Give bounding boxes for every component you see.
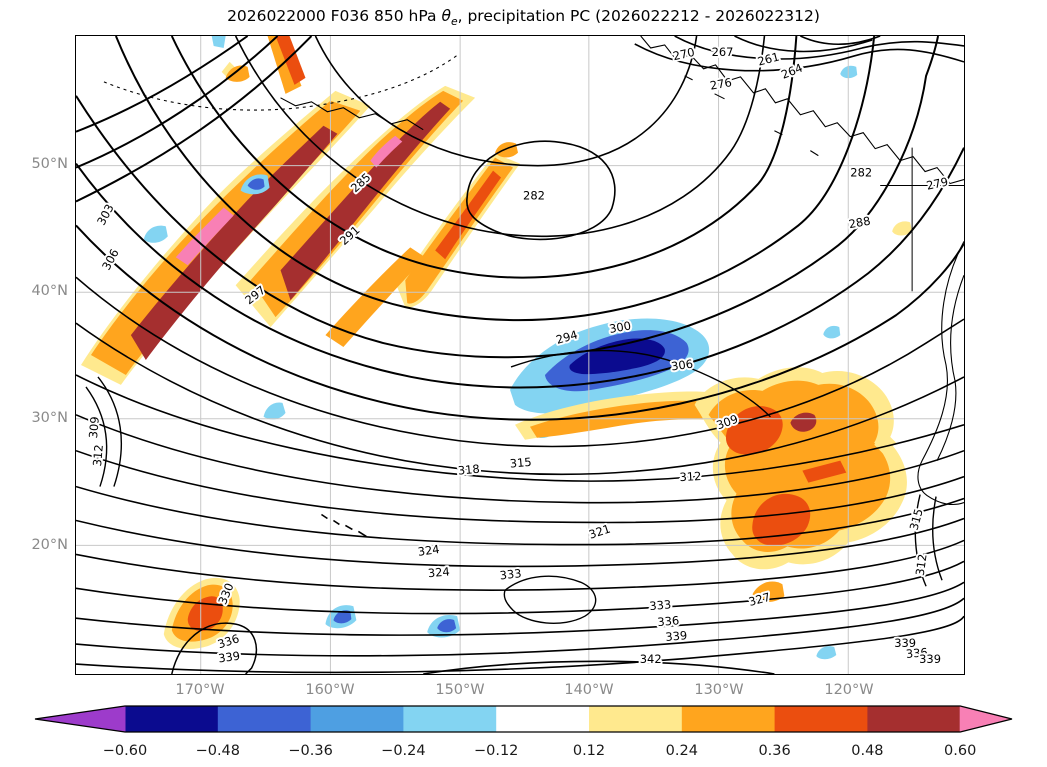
contour-label: 339	[894, 636, 916, 650]
contour-label: 300	[608, 318, 632, 336]
lon-tick-label: 140°W	[564, 682, 614, 698]
contour-label: 312	[90, 444, 106, 467]
colorbar-tick-label: −0.48	[196, 743, 240, 759]
contour-label: 339	[665, 628, 688, 644]
contour-label: 339	[217, 649, 241, 666]
lon-tick-label: 170°W	[175, 682, 225, 698]
contour-label: 282	[850, 166, 872, 180]
contour-label: 315	[509, 455, 532, 471]
contour-label: 342	[640, 652, 662, 666]
lat-tick-label: 20°N	[31, 537, 68, 553]
colorbar-tick-label: −0.60	[103, 743, 147, 759]
contour-label: 312	[679, 469, 702, 484]
theta-e-symbol: θe	[441, 7, 458, 29]
contour-label: 306	[99, 246, 122, 272]
contour-label: 336	[657, 613, 680, 629]
contour-label: 264	[779, 61, 805, 82]
contour-label: 303	[94, 202, 117, 228]
contour-label: 333	[649, 597, 672, 613]
lat-tick-label: 50°N	[31, 156, 68, 172]
colorbar-tick-label: 0.60	[944, 743, 976, 759]
contour-label: 309	[86, 416, 102, 439]
colorbar-tick-label: 0.24	[666, 743, 698, 759]
contour-label: 339	[919, 652, 941, 666]
precip-shading	[80, 36, 913, 660]
lat-tick-label: 30°N	[31, 410, 68, 426]
contour-label: 324	[417, 542, 441, 559]
contour-label: 318	[457, 462, 480, 478]
colorbar-tick-label: 0.36	[758, 743, 790, 759]
map-canvas: 270 267 2612642762852822912973033062822792…	[76, 36, 964, 674]
contour-label: 324	[427, 564, 450, 580]
contour-label: 306	[670, 357, 694, 374]
colorbar-tick-label: −0.12	[474, 743, 518, 759]
contour-label: 276	[709, 75, 733, 93]
contour-label: 261	[756, 49, 781, 68]
lon-tick-label: 160°W	[305, 682, 355, 698]
contour-label: 312	[913, 553, 930, 577]
contour-label: 288	[848, 214, 872, 232]
lon-tick-label: 150°W	[435, 682, 485, 698]
colorbar-tick-labels: −0.60 −0.48 −0.36 −0.24 −0.12 0.12 0.24 0.36 0.4…	[103, 743, 977, 759]
theta-e-contours	[76, 36, 964, 674]
lat-tick-label: 40°N	[31, 283, 68, 299]
figure-title: 2026022000 F036 850 hPa θe, precipitatio…	[0, 7, 1047, 28]
contour-label: 282	[523, 188, 545, 202]
colorbar-outline	[34, 705, 1013, 733]
contour-label: 336	[905, 645, 928, 661]
contour-labels: 270 267 2612642762852822912973033062822792…	[84, 43, 951, 668]
colorbar-right-arrow	[959, 706, 1012, 732]
lon-tick-label: 120°W	[824, 682, 874, 698]
graticule	[76, 36, 964, 674]
colorbar-segments	[125, 706, 961, 732]
title-prefix: 2026022000 F036 850 hPa	[227, 7, 442, 25]
colorbar-tick-label: −0.36	[288, 743, 332, 759]
contour-label: 321	[587, 522, 612, 542]
contour-label: 267	[712, 45, 734, 59]
colorbar-tick-label: 0.12	[573, 743, 605, 759]
colorbar-left-arrow	[35, 706, 126, 732]
contour-label: 279	[925, 174, 949, 192]
contour-label: 333	[499, 566, 522, 582]
colorbar-tick-label: 0.48	[851, 743, 883, 759]
colorbar-tick-label: −0.24	[381, 743, 425, 759]
colorbar: −0.60 −0.48 −0.36 −0.24 −0.12 0.12 0.24 0.36 0.4…	[34, 705, 1013, 759]
map-frame: 270 267 261 264 276 285 282 291 297 303 306 282 279 2…	[75, 35, 965, 675]
title-suffix: , precipitation PC (2026022212 - 2026022…	[457, 7, 820, 25]
lon-tick-label: 130°W	[694, 682, 744, 698]
contour-label: 327	[747, 590, 772, 609]
contour-label: 315	[907, 507, 926, 532]
coastlines	[103, 36, 964, 538]
contour-label: 270	[672, 45, 696, 63]
